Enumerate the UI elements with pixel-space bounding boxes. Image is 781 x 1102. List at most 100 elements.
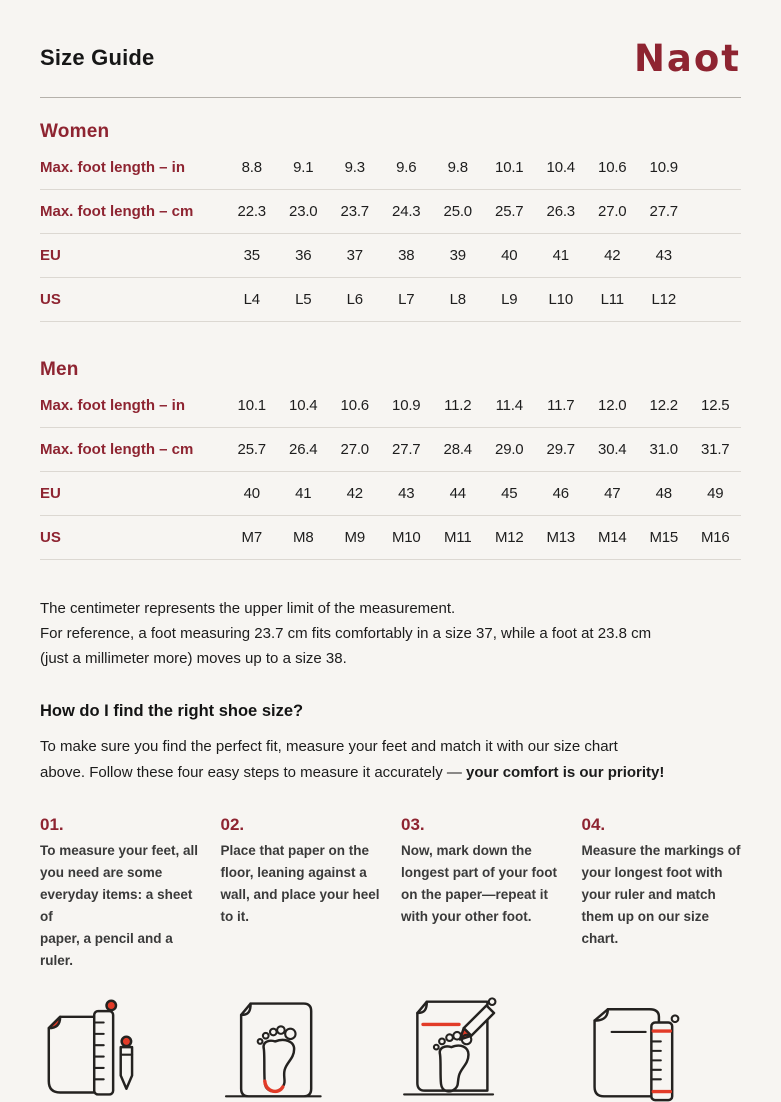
howto-line-2-bold: your comfort is our priority! (466, 764, 665, 781)
size-value: 10.9 (392, 397, 421, 414)
size-value: 41 (295, 485, 312, 502)
size-row: EU 35 36 37 38 39 40 41 42 43 (40, 234, 741, 278)
howto-line-2-regular: above. Follow these four easy steps to m… (40, 764, 467, 781)
size-value: 36 (295, 247, 312, 264)
paper-ruler-pencil-icon (40, 996, 200, 1102)
text-line: you need are some (40, 865, 163, 880)
size-value: 28.4 (443, 441, 473, 458)
size-value: 10.4 (546, 159, 576, 176)
text-line: with your other foot. (401, 909, 532, 924)
size-value: 37 (346, 247, 363, 264)
size-value: 22.3 (237, 203, 267, 220)
size-value: L11 (600, 291, 625, 308)
step-2: 02. Place that paper on the floor, leanin… (221, 815, 381, 972)
paper-ruler-measure-icon (582, 996, 742, 1102)
size-value: 29.7 (546, 441, 576, 458)
size-value: L4 (243, 291, 260, 308)
row-label: Max. foot length – cm (40, 203, 194, 220)
size-value: 25.0 (443, 203, 473, 220)
men-section: Men Max. foot length – in 10.1 10.4 10.6 10.… (40, 359, 741, 560)
size-value: 10.1 (237, 397, 267, 414)
size-value: 23.0 (289, 203, 318, 220)
row-label: EU (40, 485, 61, 502)
size-value: L5 (295, 291, 312, 308)
size-value: M15 (649, 529, 679, 546)
size-value: 10.1 (495, 159, 524, 176)
text-line: everyday items: a sheet of (40, 887, 193, 924)
size-value: 47 (604, 485, 621, 502)
size-row: Max. foot length – cm 22.3 23.0 23.7 24.3 25.… (40, 190, 741, 234)
size-value: 24.3 (392, 203, 421, 220)
size-value: 10.9 (649, 159, 679, 176)
row-label: Max. foot length – in (40, 397, 185, 414)
size-value: 29.0 (495, 441, 524, 458)
size-value: 12.0 (598, 397, 627, 414)
text-line: longest part of your foot (401, 865, 557, 880)
size-value: L7 (398, 291, 415, 308)
size-value: 43 (398, 485, 415, 502)
step-icons-row (40, 996, 741, 1102)
size-value: 25.7 (495, 203, 524, 220)
size-value: 9.3 (344, 159, 365, 176)
row-label: US (40, 529, 61, 546)
text-line: your ruler and match (581, 887, 716, 902)
size-value: 12.2 (649, 397, 679, 414)
size-value: L6 (346, 291, 363, 308)
size-value: M11 (444, 529, 472, 546)
size-row: Max. foot length – in 8.8 9.1 9.3 9.6 9.8 10.1… (40, 146, 741, 190)
size-value: L10 (548, 291, 574, 308)
row-label: US (40, 291, 61, 308)
size-value: 31.7 (701, 441, 730, 458)
step-1: 01. To measure your feet, all you need ar… (40, 815, 200, 972)
row-label: EU (40, 247, 61, 264)
header-divider (40, 97, 741, 98)
size-value: M7 (241, 529, 263, 546)
men-size-table: Max. foot length – in 10.1 10.4 10.6 10.9 11.… (40, 384, 741, 560)
size-value: M8 (293, 529, 314, 546)
text-line: your longest foot with (581, 865, 723, 880)
step-2-number: 02. (220, 815, 245, 834)
women-section-heading: Women (40, 121, 110, 142)
size-value: L12 (651, 291, 677, 308)
size-value: 38 (398, 247, 415, 264)
text-line: floor, leaning against a (220, 865, 367, 880)
size-value: 40 (501, 247, 518, 264)
row-label: Max. foot length – cm (40, 441, 194, 458)
howto-paragraph: To make sure you find the perfect fit, m… (40, 734, 741, 786)
step-1-text: To measure your feet, all you need are so… (40, 840, 200, 972)
howto-heading: How do I find the right shoe size? (40, 702, 304, 720)
size-value: 41 (552, 247, 569, 264)
size-value: M12 (494, 529, 524, 546)
step-1-number: 01. (40, 815, 64, 834)
size-value: 9.8 (447, 159, 468, 176)
step-4-text: Measure the markings of your longest foot… (582, 840, 742, 950)
size-value: 31.0 (649, 441, 679, 458)
text-line: Place that paper on the (220, 843, 370, 858)
size-value: 9.6 (396, 159, 417, 176)
size-value: L8 (449, 291, 466, 308)
size-value: 44 (449, 485, 466, 502)
step-2-text: Place that paper on the floor, leaning ag… (221, 840, 381, 928)
steps-row: 01. To measure your feet, all you need ar… (40, 815, 741, 972)
text-line: wall, and place your heel (220, 887, 380, 902)
size-value: 49 (707, 485, 724, 502)
text-line: to it. (220, 909, 250, 924)
size-value: 40 (243, 485, 260, 502)
size-row: Max. foot length – cm 25.7 26.4 27.0 27.7 28.… (40, 428, 741, 472)
size-value: 46 (552, 485, 569, 502)
size-value: 42 (604, 247, 621, 264)
size-value: 10.6 (340, 397, 370, 414)
howto-line-1: To make sure you find the perfect fit, m… (40, 738, 618, 755)
naot-logo[interactable]: Naot (633, 36, 741, 80)
size-value: 25.7 (237, 441, 267, 458)
size-value: L9 (501, 291, 518, 308)
size-value: 26.3 (546, 203, 576, 220)
text-line: Now, mark down the (401, 843, 532, 858)
size-value: M13 (546, 529, 576, 546)
size-value: 27.7 (392, 441, 421, 458)
text-line: Measure the markings of (581, 843, 741, 858)
measurement-note: The centimeter represents the upper limi… (40, 596, 741, 671)
size-value: 27.0 (598, 203, 627, 220)
size-value: M9 (344, 529, 366, 546)
